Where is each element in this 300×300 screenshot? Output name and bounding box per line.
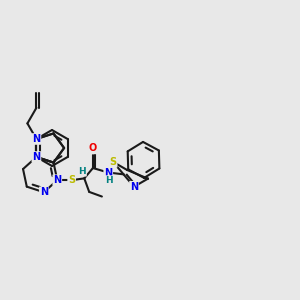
Text: H: H xyxy=(79,167,86,176)
Text: N: N xyxy=(104,167,112,178)
Text: H: H xyxy=(105,176,113,185)
Text: S: S xyxy=(110,157,117,167)
Text: N: N xyxy=(53,175,61,185)
Text: N: N xyxy=(130,182,138,192)
Text: N: N xyxy=(40,187,48,197)
Text: S: S xyxy=(68,175,75,185)
Text: N: N xyxy=(32,152,40,162)
Text: O: O xyxy=(89,143,97,153)
Text: N: N xyxy=(32,134,40,144)
